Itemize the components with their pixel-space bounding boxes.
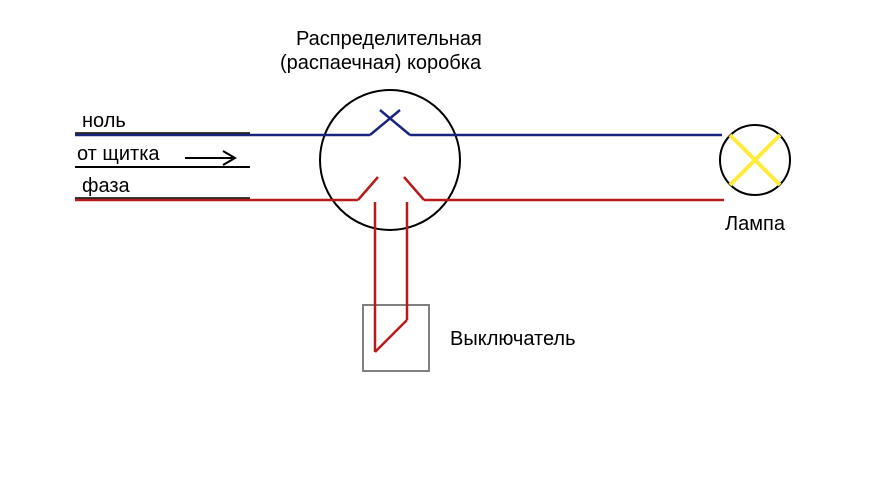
switch-box <box>363 305 429 371</box>
junction-box-label-2: (распаечная) коробка <box>280 52 481 75</box>
junction-box-label-1: Распределительная <box>296 28 482 51</box>
switch-label: Выключатель <box>450 328 576 351</box>
phase-twist-right <box>404 177 424 200</box>
neutral-label: ноль <box>82 110 126 133</box>
switch-contact <box>375 320 407 352</box>
junction-box-circle <box>320 90 460 230</box>
phase-twist-left <box>358 177 378 200</box>
wiring-diagram <box>0 0 870 500</box>
lamp-label: Лампа <box>725 213 785 236</box>
phase-label: фаза <box>82 175 130 198</box>
from-panel-label: от щитка <box>77 143 160 166</box>
